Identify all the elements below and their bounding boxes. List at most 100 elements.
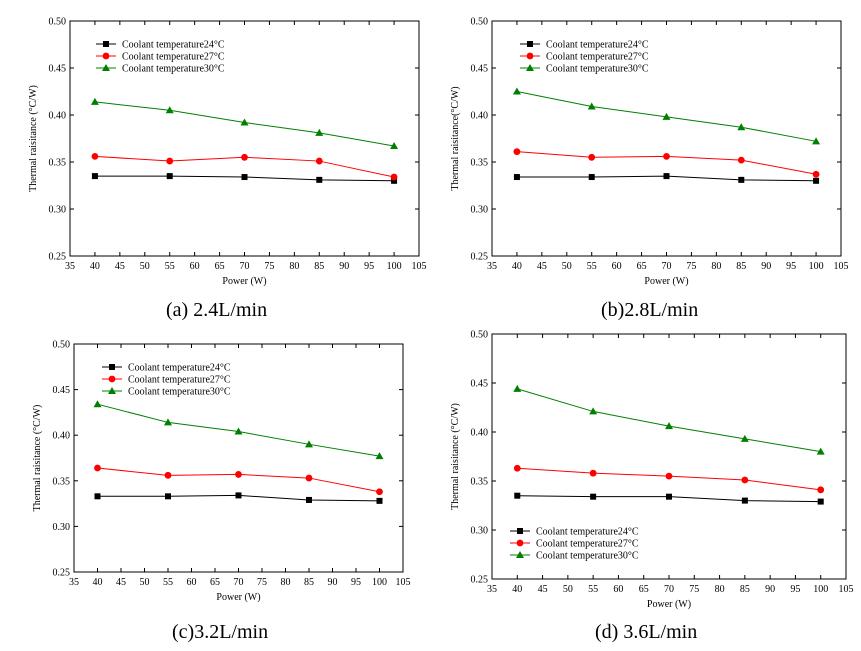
data-point bbox=[513, 148, 521, 156]
legend-label: Coolant temperature27°C bbox=[546, 52, 649, 63]
x-tick-label: 40 bbox=[512, 584, 522, 595]
x-tick-label: 75 bbox=[689, 584, 699, 595]
data-point bbox=[812, 137, 821, 145]
data-point bbox=[94, 493, 101, 500]
legend-marker bbox=[527, 41, 533, 47]
x-tick-label: 65 bbox=[639, 584, 649, 595]
data-point bbox=[665, 422, 673, 430]
x-tick-label: 100 bbox=[372, 577, 387, 588]
y-tick-label: 0.30 bbox=[49, 205, 67, 216]
data-point bbox=[91, 173, 98, 180]
data-point bbox=[590, 493, 597, 500]
series-1 bbox=[91, 152, 398, 181]
y-tick-label: 0.35 bbox=[471, 158, 489, 169]
caption-a: (a) 2.4L/min bbox=[166, 299, 268, 321]
data-point bbox=[241, 153, 248, 161]
series-0 bbox=[94, 492, 383, 504]
data-point bbox=[390, 173, 398, 181]
data-point bbox=[234, 427, 243, 435]
x-tick-label: 85 bbox=[304, 577, 314, 588]
data-point bbox=[817, 486, 825, 494]
x-tick-label: 55 bbox=[163, 577, 173, 588]
data-point bbox=[166, 173, 173, 180]
y-tick-label: 0.30 bbox=[53, 522, 71, 533]
data-point bbox=[315, 128, 324, 136]
legend-marker bbox=[517, 528, 523, 534]
x-tick-label: 60 bbox=[187, 577, 197, 588]
data-point bbox=[738, 176, 745, 183]
x-tick-label: 105 bbox=[839, 584, 854, 595]
legend-marker bbox=[102, 64, 110, 71]
data-point bbox=[513, 174, 520, 181]
data-point bbox=[241, 174, 248, 181]
x-tick-label: 50 bbox=[140, 577, 150, 588]
y-tick-label: 0.50 bbox=[49, 17, 67, 28]
x-tick-label: 95 bbox=[786, 261, 796, 272]
x-tick-label: 50 bbox=[563, 584, 573, 595]
series-0 bbox=[514, 492, 824, 505]
x-tick-label: 80 bbox=[711, 261, 721, 272]
chart-panel-b: 35 40 45 50 55 60 65 70 75 80 85 90 95 100 105 0.25 0.30… bbox=[430, 0, 861, 325]
data-point bbox=[164, 471, 172, 479]
series-0 bbox=[91, 173, 398, 184]
data-point bbox=[665, 472, 673, 480]
data-point bbox=[737, 123, 746, 131]
x-tick-label: 95 bbox=[351, 577, 361, 588]
data-point bbox=[391, 177, 398, 184]
data-point bbox=[90, 97, 99, 105]
data-point bbox=[93, 400, 102, 408]
data-point bbox=[305, 440, 313, 448]
legend-marker bbox=[108, 387, 116, 394]
data-point bbox=[589, 469, 597, 477]
chart-a: 35 40 45 50 55 60 65 70 75 80 85 90 95 100 105 0.25 0.30… bbox=[28, 17, 427, 288]
x-tick-label: 45 bbox=[115, 261, 125, 272]
data-point bbox=[666, 493, 672, 500]
x-tick-label: 60 bbox=[190, 261, 200, 272]
caption-b: (b)2.8L/min bbox=[601, 299, 699, 321]
legend-label: Coolant temperature27°C bbox=[128, 375, 231, 386]
x-tick-label: 75 bbox=[686, 261, 696, 272]
x-axis-label: Power (W) bbox=[216, 592, 260, 603]
chart-c: 35 40 45 50 55 60 65 70 75 80 85 90 95 100 105 0.25 0.30… bbox=[32, 340, 411, 604]
x-tick-label: 70 bbox=[234, 577, 244, 588]
data-point bbox=[589, 407, 598, 415]
x-tick-label: 55 bbox=[587, 261, 597, 272]
y-tick-label: 0.50 bbox=[53, 340, 71, 351]
x-tick-label: 40 bbox=[93, 577, 103, 588]
data-point bbox=[513, 384, 522, 392]
x-tick-label: 95 bbox=[364, 261, 374, 272]
data-point bbox=[741, 476, 749, 484]
x-tick-label: 80 bbox=[281, 577, 291, 588]
x-tick-label: 100 bbox=[813, 584, 828, 595]
x-tick-label: 55 bbox=[165, 261, 175, 272]
y-axis-label: Thermal raisitance (°C/W) bbox=[32, 405, 43, 512]
y-tick-label: 0.45 bbox=[471, 64, 489, 75]
x-tick-label: 105 bbox=[412, 261, 427, 272]
x-tick-label: 90 bbox=[328, 577, 338, 588]
legend-label: Coolant temperature27°C bbox=[122, 52, 225, 63]
data-point bbox=[164, 418, 172, 426]
chart-b: 35 40 45 50 55 60 65 70 75 80 85 90 95 100 105 0.25 0.30… bbox=[450, 17, 849, 288]
chart-panel-d: 35 40 45 50 55 60 65 70 75 80 85 90 95 100 105 0.25 0.30… bbox=[430, 325, 861, 651]
data-point bbox=[390, 142, 399, 150]
data-point bbox=[316, 176, 323, 183]
x-tick-label: 45 bbox=[538, 584, 548, 595]
data-point bbox=[91, 152, 99, 160]
legend-label: Coolant temperature27°C bbox=[536, 539, 639, 550]
y-tick-label: 0.45 bbox=[49, 64, 67, 75]
data-point bbox=[165, 493, 171, 500]
x-tick-label: 60 bbox=[612, 261, 622, 272]
series-line bbox=[517, 388, 821, 453]
data-point bbox=[240, 118, 249, 126]
legend-label: Coolant temperature24°C bbox=[536, 527, 639, 538]
x-tick-label: 45 bbox=[116, 577, 126, 588]
y-tick-label: 0.45 bbox=[53, 385, 71, 396]
legend-label: Coolant temperature30°C bbox=[536, 551, 639, 562]
x-tick-label: 70 bbox=[240, 261, 250, 272]
data-point bbox=[306, 496, 312, 503]
x-tick-label: 45 bbox=[537, 261, 547, 272]
y-tick-label: 0.25 bbox=[49, 252, 67, 263]
data-point bbox=[376, 497, 383, 504]
chart-d: 35 40 45 50 55 60 65 70 75 80 85 90 95 100 105 0.25 0.30… bbox=[450, 330, 854, 611]
data-point bbox=[741, 497, 748, 504]
